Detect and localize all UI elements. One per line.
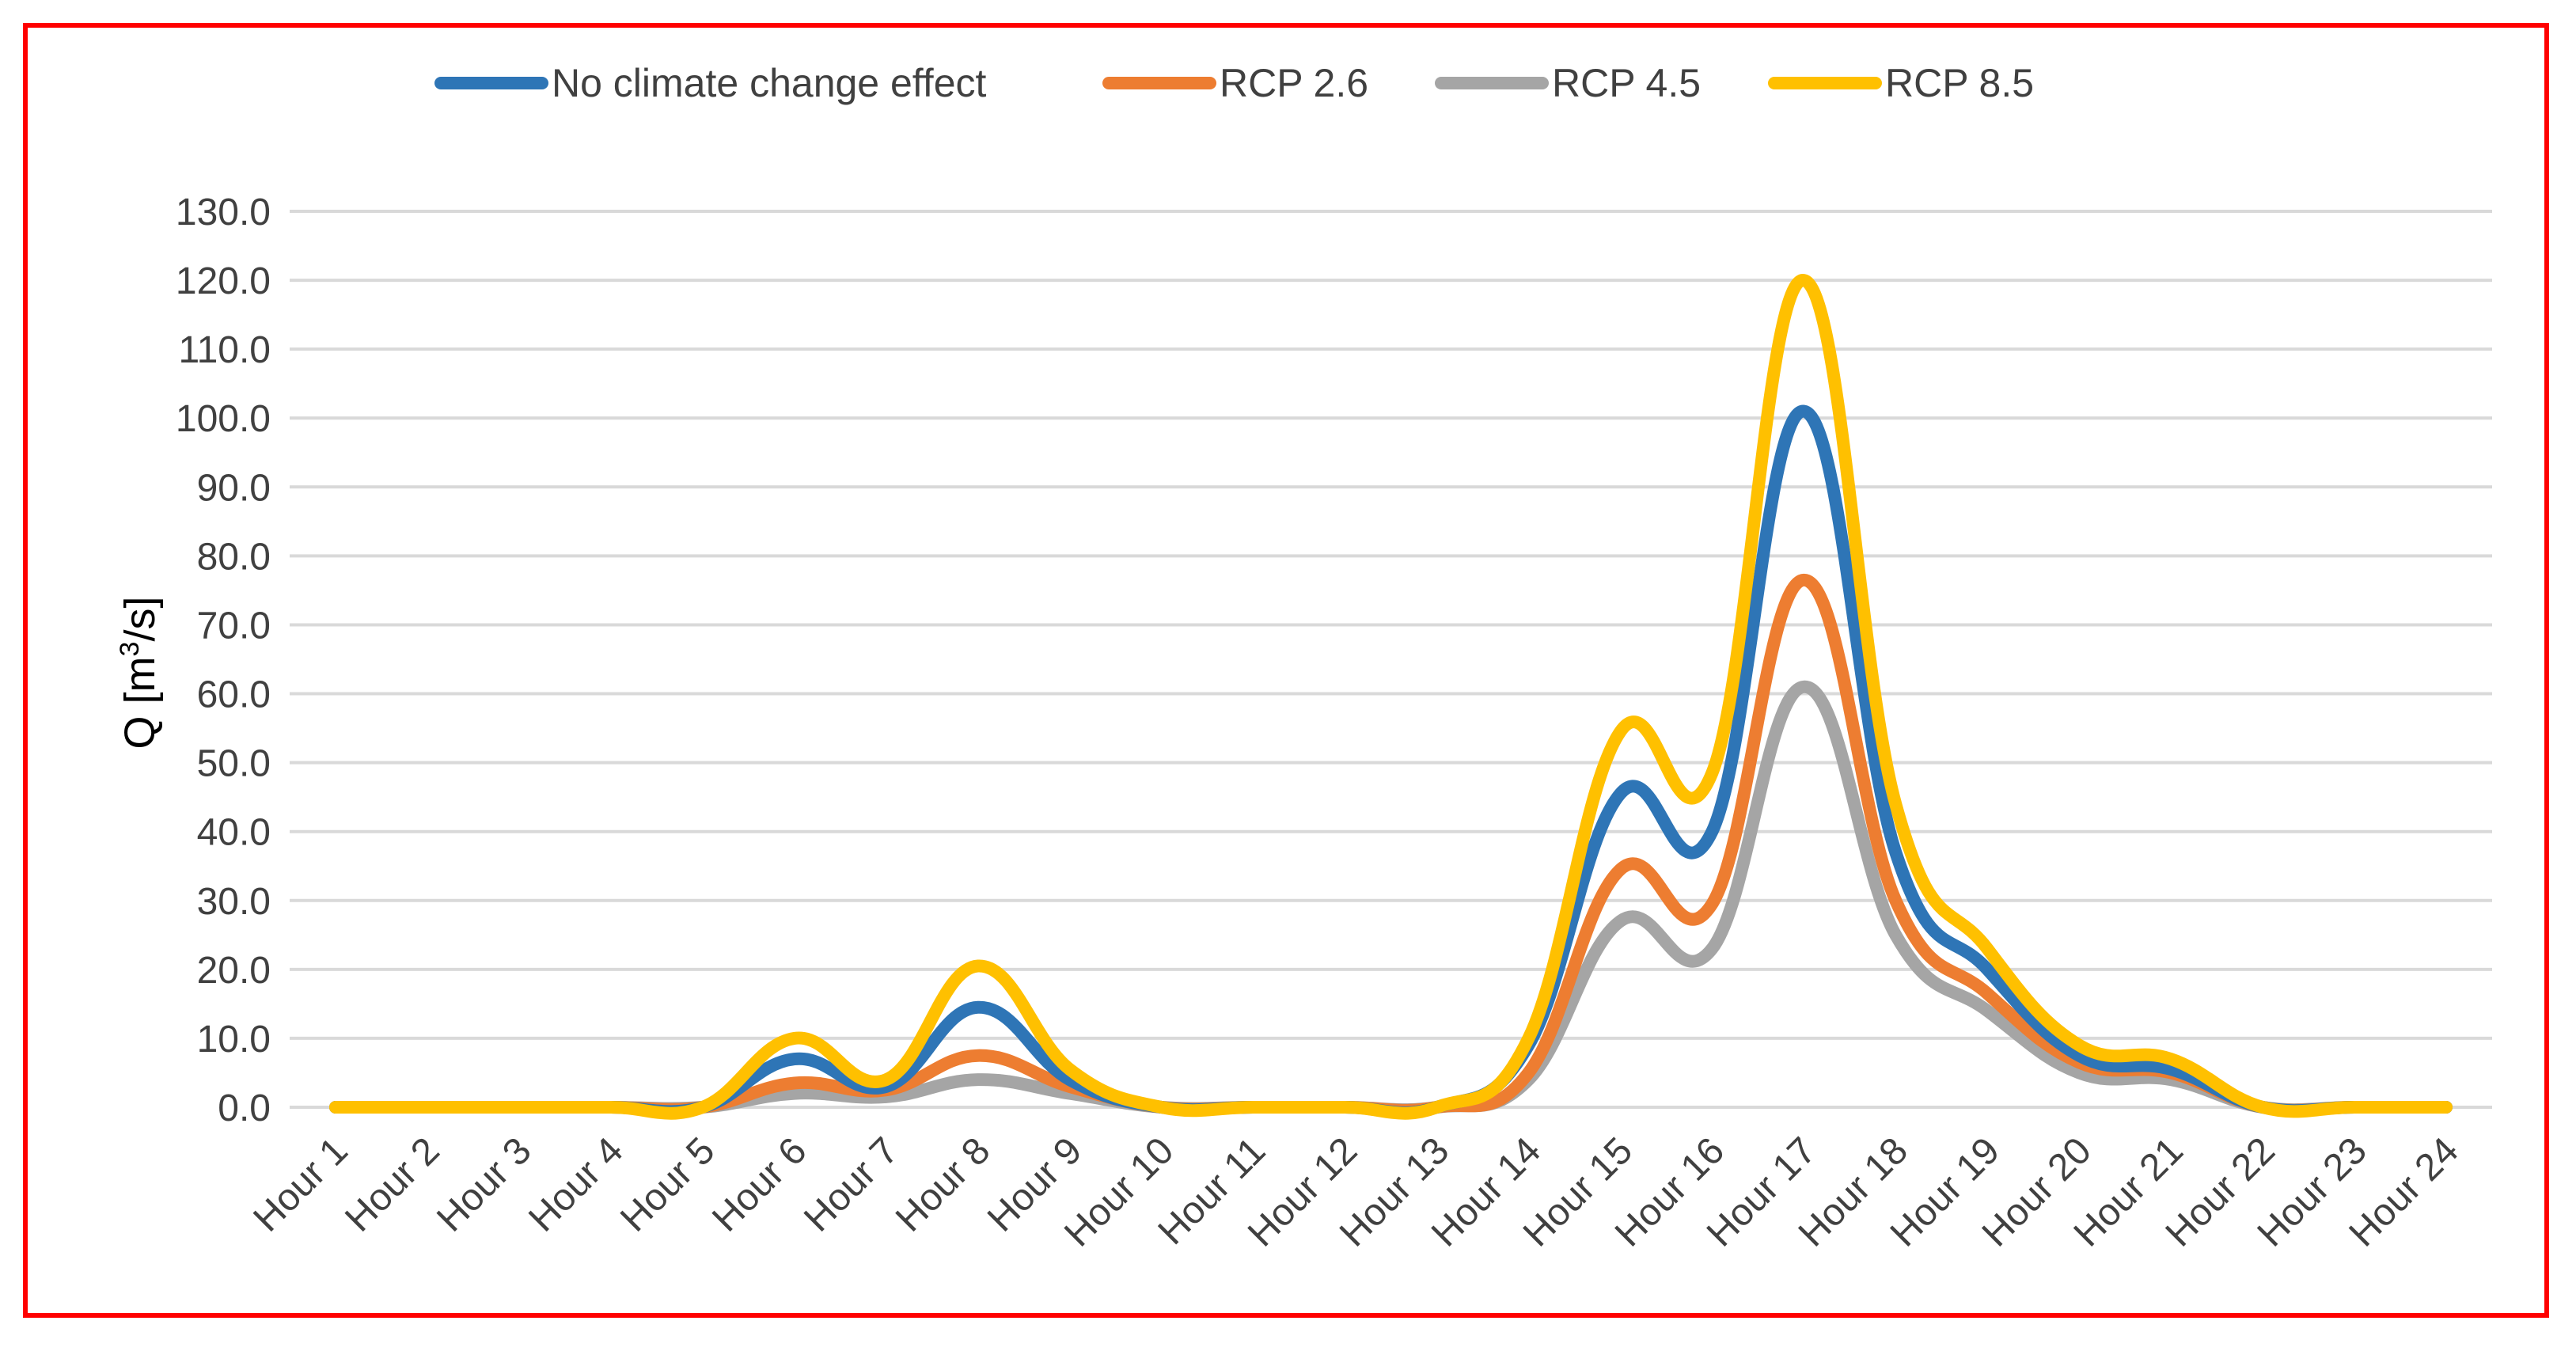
gridlines <box>290 210 2492 1109</box>
legend: No climate change effect RCP 2.6 RCP 4.5 RC… <box>434 61 2034 105</box>
series-line-rcp-4-5 <box>328 680 2453 1117</box>
y-axis-title: Q [m3/s] <box>115 597 164 750</box>
legend-label: RCP 4.5 <box>1552 61 1701 105</box>
series-lines <box>328 274 2453 1120</box>
series-line-rcp-8-5 <box>328 274 2453 1120</box>
y-tick-label: 10.0 <box>197 1019 271 1061</box>
y-tick-label: 90.0 <box>197 467 271 509</box>
chart-frame: 0.0 10.0 20.0 30.0 40.0 50.0 60.0 70.0 80.0 90.0 1… <box>23 23 2549 1318</box>
y-tick-label: 0.0 <box>218 1087 271 1129</box>
y-tick-label: 130.0 <box>176 192 271 233</box>
y-axis-ticks: 0.0 10.0 20.0 30.0 40.0 50.0 60.0 70.0 80.0 90.0 1… <box>176 192 271 1129</box>
y-tick-label: 60.0 <box>197 674 271 716</box>
legend-label: RCP 8.5 <box>1885 61 2034 105</box>
y-tick-label: 110.0 <box>178 329 271 371</box>
x-tick-label: Hour 4 <box>521 1129 631 1239</box>
x-tick-label: Hour 5 <box>613 1129 723 1239</box>
x-tick-label: Hour 3 <box>429 1129 539 1239</box>
x-tick-label: Hour 1 <box>245 1129 355 1239</box>
series-line-rcp-2-6 <box>328 573 2453 1117</box>
legend-label: No climate change effect <box>552 61 986 105</box>
y-tick-label: 120.0 <box>176 260 271 302</box>
y-tick-label: 50.0 <box>197 743 271 785</box>
legend-label: RCP 2.6 <box>1220 61 1368 105</box>
y-tick-label: 20.0 <box>197 950 271 992</box>
y-tick-label: 40.0 <box>197 812 271 854</box>
x-tick-label: Hour 7 <box>796 1129 906 1239</box>
x-tick-label: Hour 8 <box>888 1129 998 1239</box>
y-tick-label: 80.0 <box>197 536 271 578</box>
y-tick-label: 70.0 <box>197 605 271 647</box>
x-tick-label: Hour 2 <box>337 1129 447 1239</box>
y-tick-label: 30.0 <box>197 881 271 923</box>
line-chart: 0.0 10.0 20.0 30.0 40.0 50.0 60.0 70.0 80.0 90.0 1… <box>115 61 2492 1255</box>
x-tick-label: Hour 6 <box>704 1129 814 1239</box>
y-tick-label: 100.0 <box>176 398 271 440</box>
